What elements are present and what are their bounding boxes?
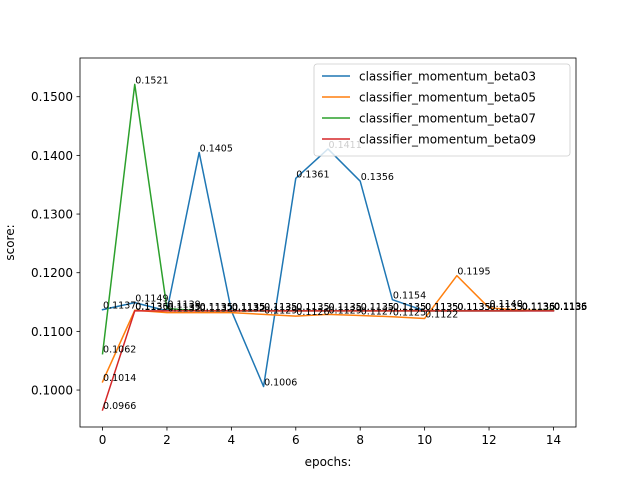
data-label: 0.1135 — [490, 302, 523, 313]
legend-box — [313, 63, 571, 157]
data-label: 0.1129 — [264, 305, 297, 316]
data-label: 0.1006 — [264, 378, 297, 389]
data-labels: 0.11370.11490.11350.14050.11350.10060.13… — [103, 75, 587, 412]
data-label: 0.1135 — [457, 302, 490, 313]
data-label: 0.1135 — [425, 302, 458, 313]
data-label: 0.1135 — [425, 302, 458, 313]
data-label: 0.1135 — [522, 302, 555, 313]
data-label: 0.1135 — [329, 302, 362, 313]
data-label: 0.1062 — [103, 345, 136, 356]
data-label: 0.1139 — [167, 300, 200, 311]
data-label: 0.0966 — [103, 401, 136, 412]
data-label: 0.1126 — [296, 307, 329, 318]
y-tick-label: 0.1000 — [31, 384, 73, 398]
data-label: 0.1135 — [393, 302, 426, 313]
axes: 0 2 4 6 8 10 12 14 0.1000 0.1100 0.1200 0.1300 0.140… — [3, 57, 577, 469]
data-label: 0.1135 — [264, 302, 297, 313]
data-label: 0.1129 — [329, 305, 362, 316]
data-label: 0.1135 — [296, 302, 329, 313]
data-label: 0.1135 — [522, 302, 555, 313]
data-label: 0.1135 — [425, 302, 458, 313]
data-label: 0.1135 — [135, 302, 168, 313]
data-label: 0.1135 — [361, 302, 394, 313]
data-label: 0.1135 — [490, 302, 523, 313]
data-label: 0.1135 — [167, 302, 200, 313]
y-tick-label: 0.1200 — [31, 266, 73, 280]
x-tick-label: 10 — [417, 433, 432, 447]
data-label: 0.1135 — [232, 302, 265, 313]
series-line-1 — [101, 274, 555, 383]
data-label: 0.1356 — [361, 172, 394, 183]
series-line-3 — [101, 310, 555, 411]
data-label: 0.1135 — [457, 302, 490, 313]
data-label: 0.1135 — [167, 302, 200, 313]
data-label: 0.1122 — [425, 309, 458, 320]
x-tick-label: 2 — [163, 433, 171, 447]
plot-area — [101, 83, 555, 411]
data-label: 0.1014 — [103, 373, 136, 384]
data-label: 0.1136 — [135, 301, 168, 312]
x-tick-label: 0 — [99, 433, 107, 447]
y-axis-label: score: — [3, 224, 17, 260]
data-label: 0.1136 — [554, 301, 587, 312]
y-tick-label: 0.1300 — [31, 208, 73, 222]
y-tick-label: 0.1400 — [31, 149, 73, 163]
data-label: 0.1132 — [200, 304, 233, 315]
data-label: 0.1521 — [135, 75, 168, 86]
legend-label-2: classifier_momentum_beta07 — [359, 112, 536, 126]
data-label: 0.1135 — [554, 302, 587, 313]
data-label: 0.1135 — [296, 302, 329, 313]
x-tick-label: 6 — [292, 433, 300, 447]
data-label: 0.1135 — [329, 302, 362, 313]
x-axis-label: epochs: — [305, 455, 352, 469]
data-label: 0.1154 — [393, 291, 426, 302]
data-label: 0.1132 — [167, 304, 200, 315]
data-label: 0.1132 — [232, 304, 265, 315]
data-label: 0.1135 — [490, 302, 523, 313]
legend[interactable]: classifier_momentum_beta03 classifier_mom… — [313, 63, 571, 157]
data-label: 0.1135 — [522, 302, 555, 313]
y-tick-label: 0.1500 — [31, 90, 73, 104]
data-label: 0.1140 — [490, 299, 523, 310]
data-label: 0.1135 — [554, 302, 587, 313]
data-label: 0.1135 — [457, 302, 490, 313]
data-label: 0.1135 — [264, 302, 297, 313]
data-label: 0.1137 — [103, 301, 136, 312]
y-tick-label: 0.1100 — [31, 325, 73, 339]
data-label: 0.1135 — [232, 302, 265, 313]
x-tick-label: 4 — [228, 433, 236, 447]
data-label: 0.1149 — [135, 294, 168, 305]
axes-frame — [79, 57, 577, 428]
data-label: 0.1136 — [554, 301, 587, 312]
data-label: 0.1361 — [296, 169, 329, 180]
data-label: 0.1405 — [200, 143, 233, 154]
data-label: 0.1136 — [522, 301, 555, 312]
x-tick-label: 14 — [546, 433, 561, 447]
legend-label-3: classifier_momentum_beta09 — [359, 133, 536, 147]
data-label: 0.1127 — [361, 307, 394, 318]
data-label: 0.1135 — [200, 302, 233, 313]
data-label: 0.1135 — [393, 302, 426, 313]
data-label: 0.1195 — [457, 267, 490, 278]
data-label: 0.1135 — [200, 302, 233, 313]
legend-label-0: classifier_momentum_beta03 — [359, 70, 536, 84]
x-tick-label: 8 — [356, 433, 364, 447]
x-tick-label: 12 — [481, 433, 496, 447]
data-label: 0.1135 — [361, 302, 394, 313]
data-label: 0.1125 — [393, 308, 426, 319]
data-label: 0.1135 — [232, 302, 265, 313]
legend-label-1: classifier_momentum_beta05 — [359, 91, 536, 105]
